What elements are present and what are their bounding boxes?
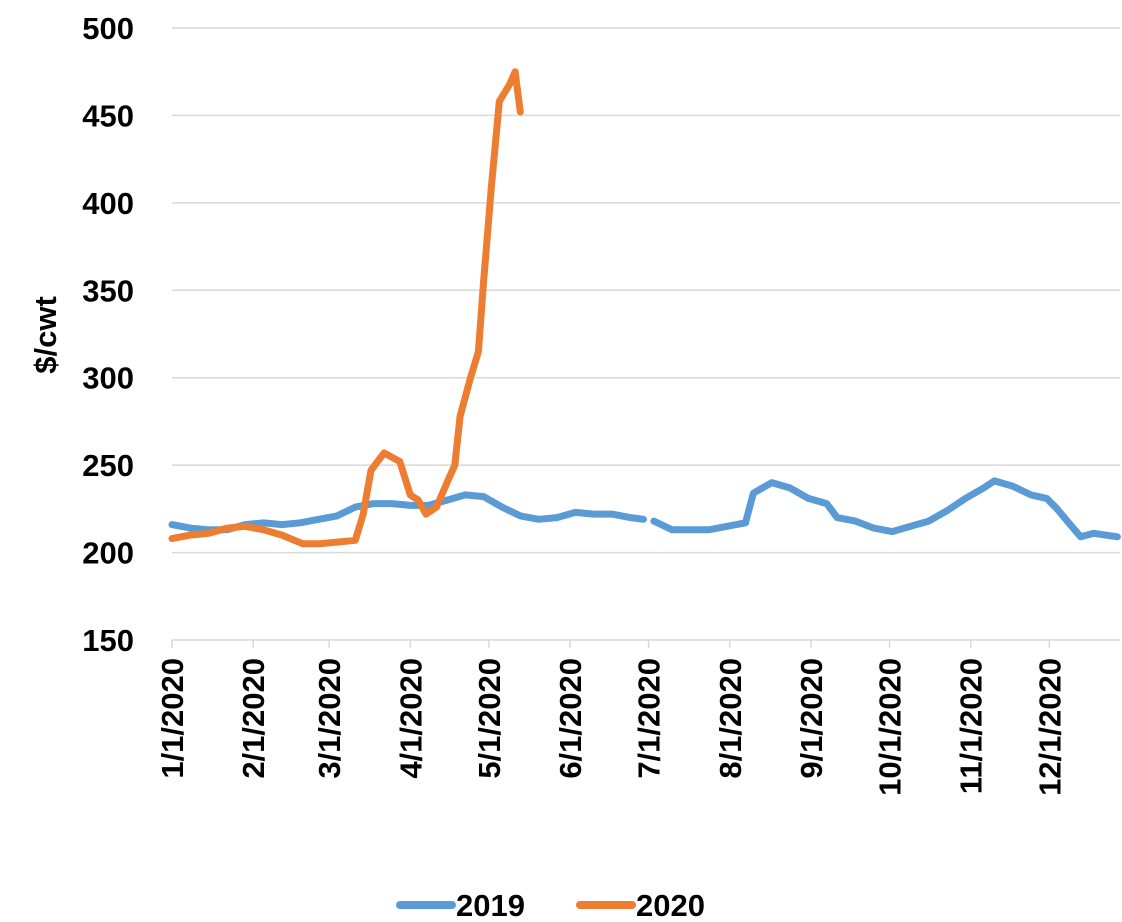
y-tick-label: 300 <box>82 361 134 396</box>
legend-label: 2020 <box>636 888 705 922</box>
x-tick-label: 12/1/2020 <box>1032 658 1067 796</box>
x-tick-label: 9/1/2020 <box>794 658 829 779</box>
x-tick-label: 6/1/2020 <box>553 658 588 779</box>
x-tick-label: 5/1/2020 <box>472 658 507 779</box>
x-tick-label: 8/1/2020 <box>713 658 748 779</box>
y-tick-label: 400 <box>82 186 134 221</box>
legend-label: 2019 <box>456 888 525 922</box>
x-tick-label: 7/1/2020 <box>632 658 667 779</box>
y-tick-label: 250 <box>82 448 134 483</box>
series-line <box>168 477 1121 541</box>
x-tick-label: 3/1/2020 <box>312 658 347 779</box>
y-tick-label: 200 <box>82 536 134 571</box>
x-tick-label: 4/1/2020 <box>393 658 428 779</box>
series-line <box>168 68 524 548</box>
y-tick-label: 450 <box>82 98 134 133</box>
y-tick-label: 350 <box>82 273 134 308</box>
y-axis-title: $/cwt <box>28 296 63 374</box>
x-tick-label: 2/1/2020 <box>236 658 271 779</box>
x-tick-label: 11/1/2020 <box>954 658 989 794</box>
y-tick-label: 150 <box>82 623 134 658</box>
y-tick-label: 500 <box>82 11 134 46</box>
x-tick-label: 1/1/2020 <box>155 658 190 779</box>
x-tick-label: 10/1/2020 <box>873 658 908 796</box>
